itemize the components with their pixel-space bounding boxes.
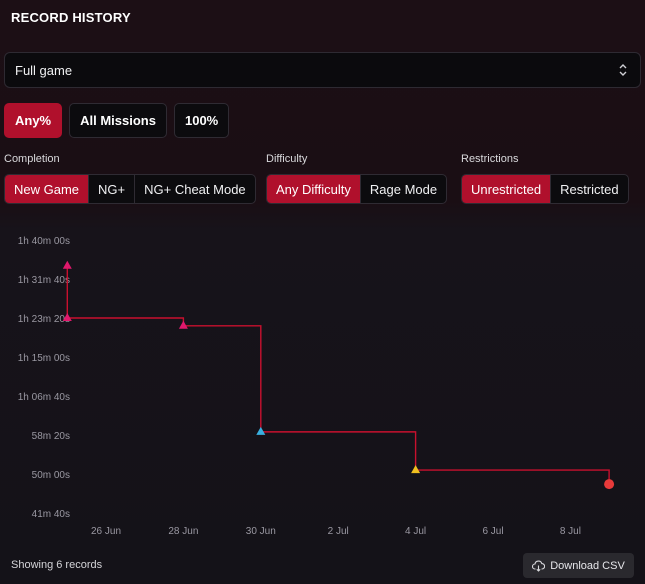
y-tick-label: 1h 23m 20s <box>18 314 70 325</box>
download-csv-label: Download CSV <box>550 559 625 572</box>
difficulty-segmented-control: Any Difficulty Rage Mode <box>266 174 448 204</box>
restrictions-restricted-option[interactable]: Restricted <box>550 175 628 203</box>
y-tick-label: 50m 00s <box>32 470 70 481</box>
y-tick-label: 1h 15m 00s <box>18 353 70 364</box>
category-tabs: Any% All Missions 100% <box>4 103 230 138</box>
category-any-percent-button[interactable]: Any% <box>4 103 63 138</box>
x-tick-label: 2 Jul <box>328 526 349 537</box>
cloud-download-icon <box>532 560 546 572</box>
download-csv-button[interactable]: Download CSV <box>523 553 634 578</box>
y-tick-label: 58m 20s <box>32 431 70 442</box>
x-tick-label: 4 Jul <box>405 526 426 537</box>
y-tick-label: 1h 06m 40s <box>18 392 70 403</box>
record-history-chart: 1h 40m 00s 1h 31m 40s 1h 23m 20s 1h 15m 00s… <box>18 236 615 537</box>
category-all-missions-button[interactable]: All Missions <box>69 103 167 138</box>
restrictions-label: Restrictions <box>461 153 519 165</box>
completion-ng-plus-option[interactable]: NG+ <box>88 175 134 203</box>
y-tick-label: 1h 31m 40s <box>18 275 70 286</box>
difficulty-rage-mode-option[interactable]: Rage Mode <box>359 175 446 203</box>
x-tick-label: 28 Jun <box>168 526 198 537</box>
completion-new-game-option[interactable]: New Game <box>5 175 89 203</box>
completion-label: Completion <box>4 153 60 165</box>
records-count-text: Showing 6 records <box>11 559 103 571</box>
category-100-percent-button[interactable]: 100% <box>173 103 230 138</box>
restrictions-segmented-control: Unrestricted Restricted <box>461 174 629 204</box>
series-step-line <box>66 265 610 485</box>
y-tick-label: 41m 40s <box>32 509 70 520</box>
data-point-triangle <box>178 320 188 329</box>
x-tick-label: 26 Jun <box>91 526 121 537</box>
game-select-value: Full game <box>15 62 73 78</box>
game-select[interactable]: Full game <box>4 52 641 88</box>
restrictions-unrestricted-option[interactable]: Unrestricted <box>462 175 551 203</box>
completion-ng-plus-cheat-option[interactable]: NG+ Cheat Mode <box>134 175 255 203</box>
page-title: RECORD HISTORY <box>11 10 131 25</box>
completion-segmented-control: New Game NG+ NG+ Cheat Mode <box>4 174 256 204</box>
data-point-triangle <box>62 313 72 321</box>
x-tick-label: 8 Jul <box>560 526 581 537</box>
difficulty-any-option[interactable]: Any Difficulty <box>267 175 360 203</box>
x-tick-label: 6 Jul <box>482 526 503 537</box>
data-point-triangle <box>256 426 266 435</box>
y-tick-label: 1h 40m 00s <box>18 236 70 247</box>
chevron-up-down-icon <box>619 64 627 76</box>
x-tick-label: 30 Jun <box>246 526 276 537</box>
data-point-circle <box>604 479 615 490</box>
difficulty-label: Difficulty <box>266 153 308 165</box>
data-point-triangle <box>411 465 421 474</box>
data-point-triangle <box>62 260 72 269</box>
